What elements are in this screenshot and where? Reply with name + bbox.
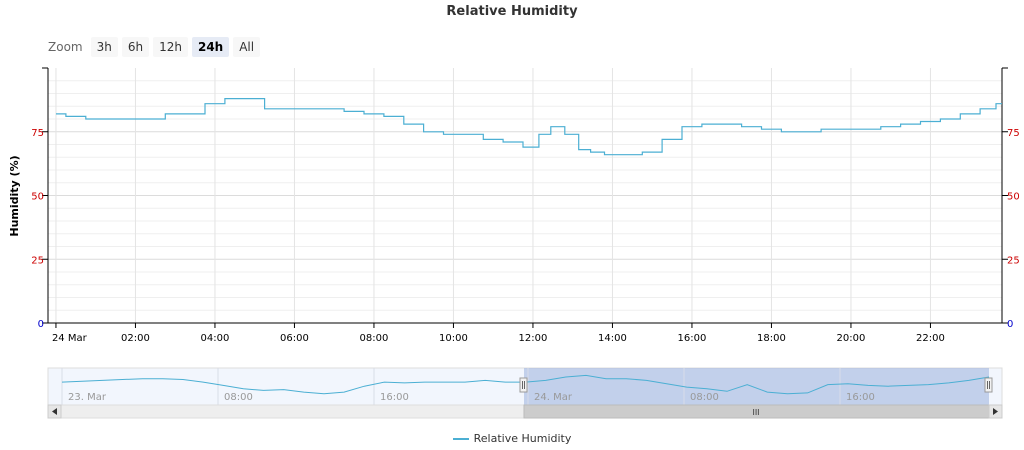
navigator-ticks: 23. Mar 08:00 16:00 24. Mar 08:00 16:00 bbox=[61, 368, 875, 405]
zoom-6h-button[interactable]: 6h bbox=[121, 37, 150, 57]
scrollbar-grip-icon: III bbox=[752, 408, 759, 417]
y-ticks: 0 25 50 75 0 25 50 75 bbox=[31, 67, 1020, 330]
y-tick-label-left: 50 bbox=[31, 192, 44, 203]
navigator-tick-label: 16:00 bbox=[380, 392, 409, 403]
x-tick-label: 12:00 bbox=[519, 333, 548, 344]
zoom-all-button[interactable]: All bbox=[233, 37, 261, 57]
y-axis-label: Humidity (%) bbox=[8, 155, 21, 236]
legend-item-relative-humidity[interactable]: Relative Humidity bbox=[473, 432, 572, 445]
x-tick-label: 08:00 bbox=[360, 333, 389, 344]
x-tick-label: 04:00 bbox=[201, 333, 230, 344]
y-tick-label-right: 50 bbox=[1007, 192, 1020, 203]
x-tick-label: 14:00 bbox=[598, 333, 627, 344]
y-tick-label-left: 0 bbox=[38, 319, 44, 330]
chart-title: Relative Humidity bbox=[446, 4, 578, 19]
legend-swatch bbox=[452, 437, 469, 440]
navigator-tick-label: 16:00 bbox=[846, 392, 875, 403]
navigator-selected-range[interactable] bbox=[524, 368, 989, 405]
y-tick-label-right: 0 bbox=[1007, 319, 1013, 330]
navigator-left-handle[interactable] bbox=[519, 377, 528, 393]
chevron-right-icon bbox=[993, 408, 998, 415]
y-tick-label-left: 25 bbox=[31, 255, 44, 266]
x-tick-label: 10:00 bbox=[439, 333, 468, 344]
x-tick-label: 22:00 bbox=[916, 333, 945, 344]
zoom-label: Zoom bbox=[48, 40, 83, 54]
zoom-bar: Zoom 3h 6h 12h 24h All bbox=[48, 36, 261, 58]
scrollbar[interactable]: III bbox=[47, 404, 1003, 419]
chart-canvas: 0 25 50 75 0 25 50 75 24 Mar 02:00 04:00 06:00 08:0… bbox=[8, 67, 1020, 419]
y-tick-label-left: 75 bbox=[31, 128, 44, 139]
x-tick-label: 18:00 bbox=[757, 333, 786, 344]
y-tick-label-right: 75 bbox=[1007, 128, 1020, 139]
zoom-3h-button[interactable]: 3h bbox=[90, 37, 118, 57]
x-tick-label: 16:00 bbox=[678, 333, 707, 344]
x-tick-label: 24 Mar bbox=[52, 333, 88, 344]
navigator[interactable]: 23. Mar 08:00 16:00 24. Mar 08:00 16:00 bbox=[47, 367, 1003, 406]
x-tick-label: 20:00 bbox=[837, 333, 866, 344]
chevron-left-icon bbox=[52, 408, 57, 415]
x-tick-label: 06:00 bbox=[280, 333, 309, 344]
navigator-right-handle[interactable] bbox=[984, 377, 993, 393]
navigator-tick-label: 24. Mar bbox=[534, 392, 573, 403]
series-line-relative-humidity[interactable] bbox=[56, 98, 1002, 156]
navigator-tick-label: 08:00 bbox=[690, 392, 719, 403]
zoom-12h-button[interactable]: 12h bbox=[153, 37, 188, 57]
x-tick-label: 02:00 bbox=[121, 333, 150, 344]
navigator-tick-label: 23. Mar bbox=[68, 392, 107, 403]
zoom-24h-button[interactable]: 24h bbox=[191, 37, 230, 57]
grid bbox=[48, 68, 1002, 323]
y-tick-label-right: 25 bbox=[1007, 255, 1020, 266]
navigator-tick-label: 08:00 bbox=[224, 392, 253, 403]
x-ticks: 24 Mar 02:00 04:00 06:00 08:00 10:00 12:00 14:0… bbox=[52, 323, 945, 344]
legend[interactable]: Relative Humidity bbox=[0, 432, 1024, 445]
